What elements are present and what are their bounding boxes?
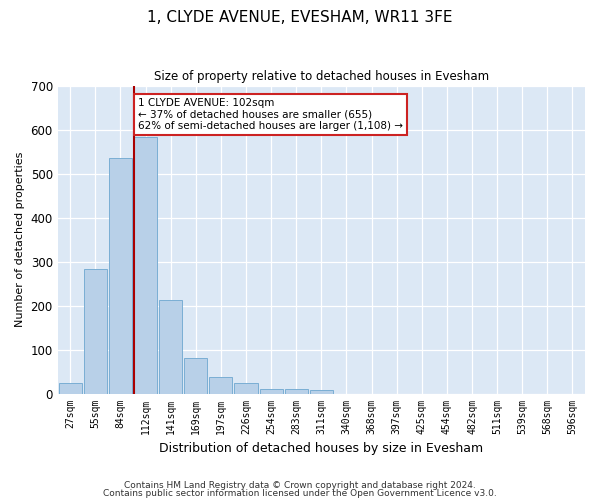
Bar: [284, 389, 308, 394]
Bar: [59, 382, 82, 394]
Y-axis label: Number of detached properties: Number of detached properties: [15, 152, 25, 327]
Bar: [235, 383, 257, 394]
Bar: [184, 358, 208, 394]
Bar: [109, 158, 132, 394]
Text: 1, CLYDE AVENUE, EVESHAM, WR11 3FE: 1, CLYDE AVENUE, EVESHAM, WR11 3FE: [147, 10, 453, 25]
Bar: [159, 300, 182, 394]
Bar: [134, 138, 157, 394]
Text: Contains public sector information licensed under the Open Government Licence v3: Contains public sector information licen…: [103, 488, 497, 498]
Text: Contains HM Land Registry data © Crown copyright and database right 2024.: Contains HM Land Registry data © Crown c…: [124, 481, 476, 490]
Bar: [260, 389, 283, 394]
Bar: [310, 390, 333, 394]
Title: Size of property relative to detached houses in Evesham: Size of property relative to detached ho…: [154, 70, 489, 83]
X-axis label: Distribution of detached houses by size in Evesham: Distribution of detached houses by size …: [159, 442, 484, 455]
Text: 1 CLYDE AVENUE: 102sqm
← 37% of detached houses are smaller (655)
62% of semi-de: 1 CLYDE AVENUE: 102sqm ← 37% of detached…: [138, 98, 403, 131]
Bar: [84, 268, 107, 394]
Bar: [209, 377, 232, 394]
